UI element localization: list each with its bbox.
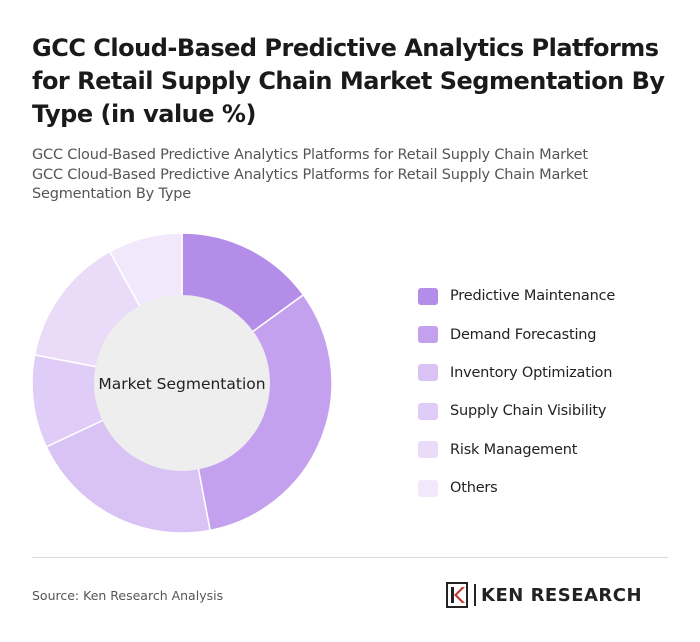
legend-item: Others xyxy=(418,469,678,507)
source-note: Source: Ken Research Analysis xyxy=(32,588,224,603)
legend-swatch xyxy=(418,326,438,344)
legend-swatch xyxy=(418,479,438,497)
legend-label: Demand Forecasting xyxy=(450,326,597,343)
legend-swatch xyxy=(418,364,438,382)
donut-center-label: Market Segmentation xyxy=(98,375,265,393)
chart-subtitle: GCC Cloud-Based Predictive Analytics Pla… xyxy=(32,146,632,205)
legend-item: Predictive Maintenance xyxy=(418,277,678,315)
legend-swatch xyxy=(418,287,438,305)
legend-label: Inventory Optimization xyxy=(450,364,613,381)
chart-legend: Predictive Maintenance Demand Forecasting… xyxy=(418,277,678,507)
ken-research-logo-icon xyxy=(446,582,468,608)
legend-item: Risk Management xyxy=(418,431,678,469)
ken-research-logo: KEN RESEARCH xyxy=(446,581,642,609)
legend-label: Risk Management xyxy=(450,441,578,458)
legend-label: Others xyxy=(450,480,498,497)
donut-chart-svg: Market Segmentation xyxy=(32,233,332,533)
logo-separator xyxy=(474,584,476,606)
legend-label: Supply Chain Visibility xyxy=(450,403,607,420)
legend-item: Supply Chain Visibility xyxy=(418,392,678,430)
legend-item: Inventory Optimization xyxy=(418,354,678,392)
legend-item: Demand Forecasting xyxy=(418,315,678,353)
legend-swatch xyxy=(418,441,438,459)
subtitle-line-1: GCC Cloud-Based Predictive Analytics Pla… xyxy=(32,147,588,163)
chart-title: GCC Cloud-Based Predictive Analytics Pla… xyxy=(32,34,665,128)
donut-chart: Market Segmentation xyxy=(32,233,332,533)
legend-label: Predictive Maintenance xyxy=(450,288,616,305)
footer-divider xyxy=(32,557,668,558)
subtitle-line-2: GCC Cloud-Based Predictive Analytics Pla… xyxy=(32,166,588,203)
legend-swatch xyxy=(418,402,438,420)
donut-center xyxy=(94,295,270,471)
logo-text: KEN RESEARCH xyxy=(481,584,643,606)
